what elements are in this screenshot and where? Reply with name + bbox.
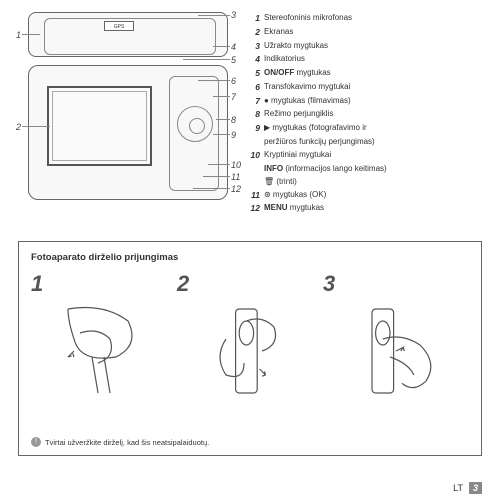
warning-note: ! Tvirtai užveržkite dirželį, kad šis ne…	[31, 437, 209, 447]
legend-item: 5ON/OFF mygtukas	[246, 67, 482, 80]
callout-9: 9	[231, 130, 236, 140]
callout-12: 12	[231, 184, 241, 194]
legend-item: 2Ekranas	[246, 26, 482, 39]
warning-icon: !	[31, 437, 41, 447]
callout-11: 11	[231, 172, 240, 182]
step-2: 2	[177, 271, 323, 411]
dpad	[177, 106, 213, 142]
callout-7: 7	[231, 92, 236, 102]
camera-diagrams: GPS 1 3 4 5 2 6 7 8 9 10 11 12	[18, 12, 238, 216]
legend-item: 4Indikatorius	[246, 53, 482, 66]
step-number: 2	[177, 271, 323, 297]
callout-10: 10	[231, 160, 241, 170]
strap-instructions: Fotoaparato dirželio prijungimas 1 2 3	[18, 241, 482, 456]
leader-line	[22, 126, 50, 127]
callout-5: 5	[231, 55, 236, 65]
camera-screen	[47, 86, 152, 166]
top-section: GPS 1 3 4 5 2 6 7 8 9 10 11 12 1Stereofo…	[18, 12, 482, 216]
camera-back-view	[28, 65, 228, 200]
step-number: 3	[323, 271, 469, 297]
callout-2: 2	[16, 122, 21, 132]
page-footer: LT 3	[453, 482, 482, 494]
step-3: 3	[323, 271, 469, 411]
page-container: GPS 1 3 4 5 2 6 7 8 9 10 11 12 1Stereofo…	[0, 0, 500, 468]
leader-line	[213, 134, 230, 135]
legend-item: 12MENU mygtukas	[246, 202, 482, 215]
legend-item: peržiūros funkcijų perjungimas)	[246, 136, 482, 148]
page-number: 3	[469, 482, 482, 494]
callout-6: 6	[231, 76, 236, 86]
legend-item: 9▶ mygtukas (fotografavimo ir	[246, 122, 482, 135]
callout-3: 3	[231, 10, 236, 20]
leader-line	[213, 96, 230, 97]
callout-8: 8	[231, 115, 236, 125]
leader-line	[213, 46, 230, 47]
legend-item: 10Kryptiniai mygtukai	[246, 149, 482, 162]
callout-1: 1	[16, 30, 21, 40]
parts-legend: 1Stereofoninis mikrofonas2Ekranas3Užrakt…	[246, 12, 482, 216]
leader-line	[183, 59, 230, 60]
leader-line	[203, 176, 230, 177]
strap-steps: 1 2 3	[31, 271, 469, 411]
strap-diagram-1	[31, 297, 177, 417]
strap-diagram-2	[177, 297, 323, 417]
leader-line	[193, 188, 230, 189]
camera-top-view: GPS	[28, 12, 228, 57]
legend-item: 🗑 (trinti)	[246, 176, 482, 188]
legend-item: 3Užrakto mygtukas	[246, 40, 482, 53]
leader-line	[198, 80, 230, 81]
gps-label: GPS	[104, 21, 134, 31]
leader-line	[198, 15, 230, 16]
legend-item: INFO (informacijos lango keitimas)	[246, 163, 482, 175]
legend-item: 1Stereofoninis mikrofonas	[246, 12, 482, 25]
leader-line	[216, 119, 230, 120]
leader-line	[208, 164, 230, 165]
legend-item: 7● mygtukas (filmavimas)	[246, 95, 482, 108]
legend-item: 8Režimo perjungiklis	[246, 108, 482, 121]
step-1: 1	[31, 271, 177, 411]
warning-text: Tvirtai užveržkite dirželį, kad šis neat…	[45, 438, 209, 447]
step-number: 1	[31, 271, 177, 297]
callout-4: 4	[231, 42, 236, 52]
legend-item: 6Transfokavimo mygtukai	[246, 81, 482, 94]
leader-line	[22, 34, 40, 35]
legend-item: 11⊛ mygtukas (OK)	[246, 189, 482, 202]
strap-diagram-3	[323, 297, 469, 417]
footer-lang: LT	[453, 483, 463, 493]
strap-title: Fotoaparato dirželio prijungimas	[31, 252, 469, 263]
